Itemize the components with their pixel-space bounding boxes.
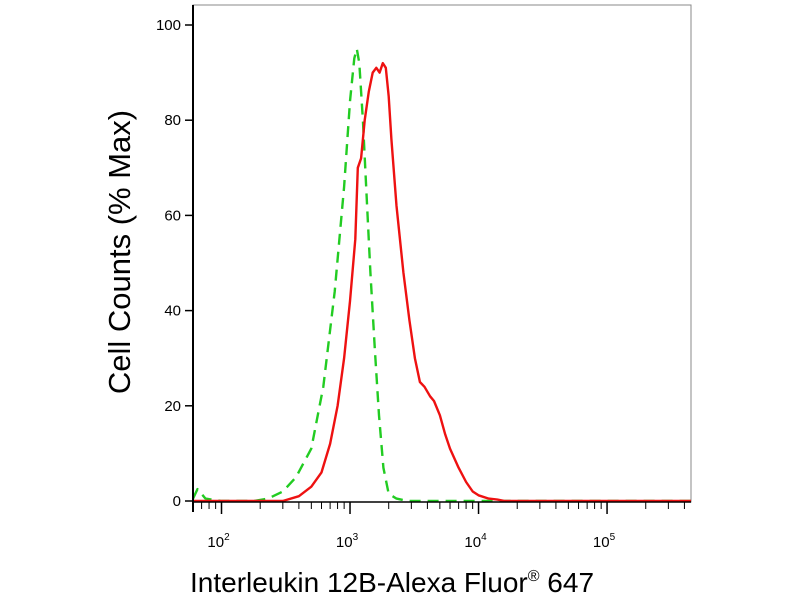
tick-label-layer: 0 20 40 60 80 100 102 103 104 105: [156, 17, 616, 551]
x-axis-label: Interleukin 12B-Alexa Fluor® 647: [190, 567, 594, 598]
x-axis-label-tail: 647: [540, 567, 595, 598]
x-tick-label-1000: 103: [336, 532, 359, 551]
x-tick-label-100: 102: [207, 532, 230, 551]
y-tick-label-100: 100: [156, 17, 181, 34]
y-tick-label-20: 20: [164, 398, 181, 415]
series-layer: [191, 47, 691, 503]
y-tick-label-40: 40: [164, 303, 181, 320]
x-axis-label-registered: ®: [528, 568, 540, 585]
x-tick-label-10000: 104: [464, 532, 487, 551]
plot-frame: [192, 4, 692, 503]
y-tick-label-80: 80: [164, 112, 181, 129]
y-tick-label-60: 60: [164, 207, 181, 224]
series-line-2: [193, 61, 691, 503]
y-axis-label: Cell Counts (% Max): [102, 110, 137, 394]
y-tick-label-0: 0: [173, 493, 181, 510]
series-line-1: [191, 47, 691, 503]
x-axis-label-main: Interleukin 12B-Alexa Fluor: [190, 567, 528, 598]
x-tick-label-100000: 105: [593, 532, 616, 551]
axes-layer: [185, 5, 691, 514]
